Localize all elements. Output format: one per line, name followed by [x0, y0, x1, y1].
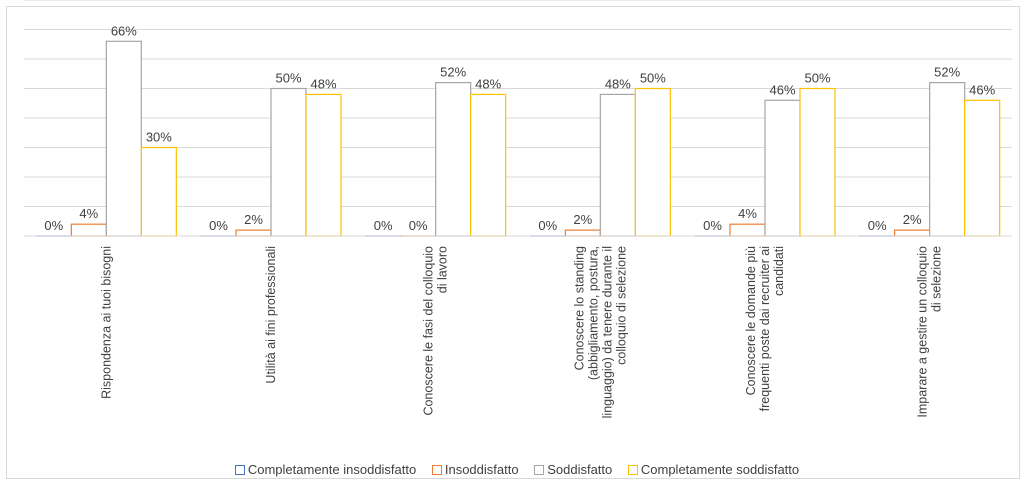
legend: Completamente insoddisfatto Insoddisfatt… [0, 462, 1034, 477]
bar [470, 93, 507, 237]
category-label-line: frequenti poste dai recruiter ai [758, 246, 772, 411]
data-label: 50% [275, 71, 301, 86]
category-label-line: Imparare a gestire un colloquio [916, 246, 930, 418]
bar [964, 99, 1001, 237]
data-label: 48% [310, 76, 336, 91]
category-label-line: Conoscere le domande più [744, 246, 758, 395]
data-label: 50% [640, 71, 666, 86]
legend-item-completely-satisfied: Completamente soddisfatto [627, 462, 800, 477]
data-label: 52% [440, 65, 466, 80]
bar [305, 93, 342, 237]
legend-label: Completamente soddisfatto [640, 462, 800, 477]
category-label-line: colloquio di selezione [614, 246, 628, 365]
legend-label: Insoddisfatto [444, 462, 519, 477]
bar [764, 99, 801, 237]
bar [799, 87, 836, 237]
category-label-line: candidati [772, 246, 786, 296]
category-label-line: Conoscere le fasi del colloquio [422, 246, 436, 416]
legend-swatch [431, 465, 442, 475]
bar [929, 81, 966, 237]
data-label: 52% [934, 65, 960, 80]
data-label: 0% [209, 218, 228, 233]
data-label: 2% [244, 212, 263, 227]
data-label: 0% [409, 218, 428, 233]
data-label: 2% [573, 212, 592, 227]
data-label: 48% [605, 76, 631, 91]
data-label: 0% [374, 218, 393, 233]
legend-item-completely-dissatisfied: Completamente insoddisfatto [234, 462, 417, 477]
legend-swatch [627, 465, 638, 475]
category-label: Conoscere le domande piùfrequenti poste … [744, 246, 786, 411]
category-label: Utilità ai fini professionali [264, 246, 278, 384]
bar [435, 81, 472, 237]
category-label-line: Utilità ai fini professionali [264, 246, 278, 384]
category-label-line: Rispondenza ai tuoi bisogni [99, 246, 113, 399]
data-label: 48% [475, 76, 501, 91]
data-label: 0% [703, 218, 722, 233]
bar [894, 229, 931, 237]
data-label: 0% [538, 218, 557, 233]
data-label: 46% [969, 82, 995, 97]
legend-label: Completamente insoddisfatto [247, 462, 417, 477]
category-label-line: (abbigliamento, postura, [586, 246, 600, 380]
category-label-line: linguaggio) da tenere durante il [600, 246, 614, 418]
data-label: 0% [44, 218, 63, 233]
chart-area [6, 6, 1020, 479]
data-label: 66% [111, 23, 137, 38]
bar [140, 146, 177, 237]
data-label: 2% [903, 212, 922, 227]
data-label: 0% [868, 218, 887, 233]
bar [270, 87, 307, 237]
category-label-line: di selezione [930, 246, 944, 312]
bar [105, 40, 142, 237]
bar [634, 87, 671, 237]
data-label: 50% [804, 71, 830, 86]
category-label: Conoscere le fasi del colloquiodi lavoro [422, 246, 450, 416]
bar [599, 93, 636, 237]
data-label: 4% [79, 206, 98, 221]
legend-label: Soddisfatto [547, 462, 613, 477]
data-label: 30% [146, 130, 172, 145]
legend-item-satisfied: Soddisfatto [534, 462, 612, 477]
bar [729, 223, 766, 237]
category-label: Conoscere lo standing(abbigliamento, pos… [572, 246, 628, 418]
bar [564, 229, 601, 237]
category-label: Rispondenza ai tuoi bisogni [99, 246, 113, 399]
data-label: 46% [769, 82, 795, 97]
category-label: Imparare a gestire un colloquiodi selezi… [916, 246, 944, 418]
legend-item-dissatisfied: Insoddisfatto [431, 462, 519, 477]
legend-swatch [234, 465, 245, 475]
bar [70, 223, 107, 237]
bar [235, 229, 272, 237]
category-label-line: di lavoro [436, 246, 450, 293]
data-label: 4% [738, 206, 757, 221]
category-label-line: Conoscere lo standing [572, 246, 586, 370]
legend-swatch [534, 465, 545, 475]
